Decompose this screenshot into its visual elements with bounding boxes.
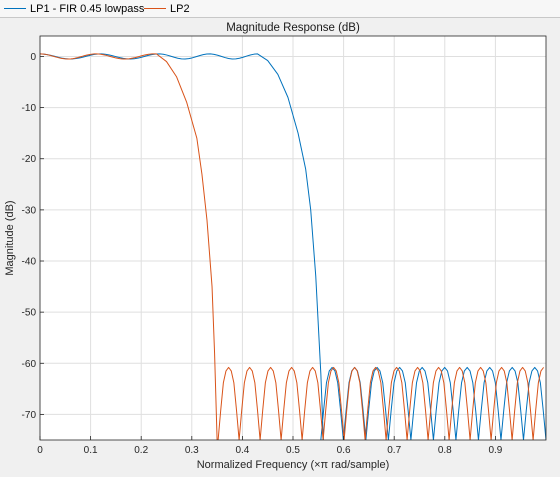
x-tick-label: 0.2	[134, 445, 148, 456]
legend-swatch-lp2	[144, 8, 166, 9]
x-tick-label: 0.6	[337, 445, 351, 456]
x-tick-label: 0.3	[185, 445, 199, 456]
legend: LP1 - FIR 0.45 lowpass LP2	[0, 0, 560, 18]
y-tick-label: -60	[22, 359, 37, 370]
y-tick-label: -20	[22, 154, 37, 165]
y-tick-label: 0	[30, 52, 36, 63]
x-tick-label: 0.8	[438, 445, 452, 456]
legend-item-lp2[interactable]: LP2	[144, 0, 190, 17]
legend-item-lp1[interactable]: LP1 - FIR 0.45 lowpass	[4, 0, 144, 17]
y-tick-label: -70	[22, 410, 37, 421]
legend-label-lp1: LP1 - FIR 0.45 lowpass	[30, 2, 145, 15]
legend-swatch-lp1	[4, 8, 26, 9]
chart-title: Magnitude Response (dB)	[226, 22, 360, 34]
y-tick-label: -40	[22, 257, 37, 268]
x-tick-label: 0	[37, 445, 43, 456]
y-axis-label: Magnitude (dB)	[4, 200, 16, 275]
grid	[39, 36, 546, 440]
x-tick-label: 0.5	[286, 445, 300, 456]
series-lines	[40, 53, 546, 440]
y-tick-label: -50	[22, 308, 37, 319]
axis-ticks: 0 0.1 0.2 0.3 0.4 0.5 0.6 0.7 0.8 0.9 0 -10 -20 -30 -4…	[22, 52, 503, 456]
legend-label-lp2: LP2	[170, 2, 190, 15]
x-tick-label: 0.1	[84, 445, 98, 456]
y-tick-label: -10	[22, 103, 37, 114]
y-tick-label: -30	[22, 205, 37, 216]
x-tick-label: 0.4	[235, 445, 249, 456]
series-line-lp2[interactable]	[40, 53, 545, 440]
x-tick-label: 0.7	[387, 445, 401, 456]
x-tick-label: 0.9	[488, 445, 502, 456]
x-axis-label: Normalized Frequency (×π rad/sample)	[197, 459, 390, 471]
